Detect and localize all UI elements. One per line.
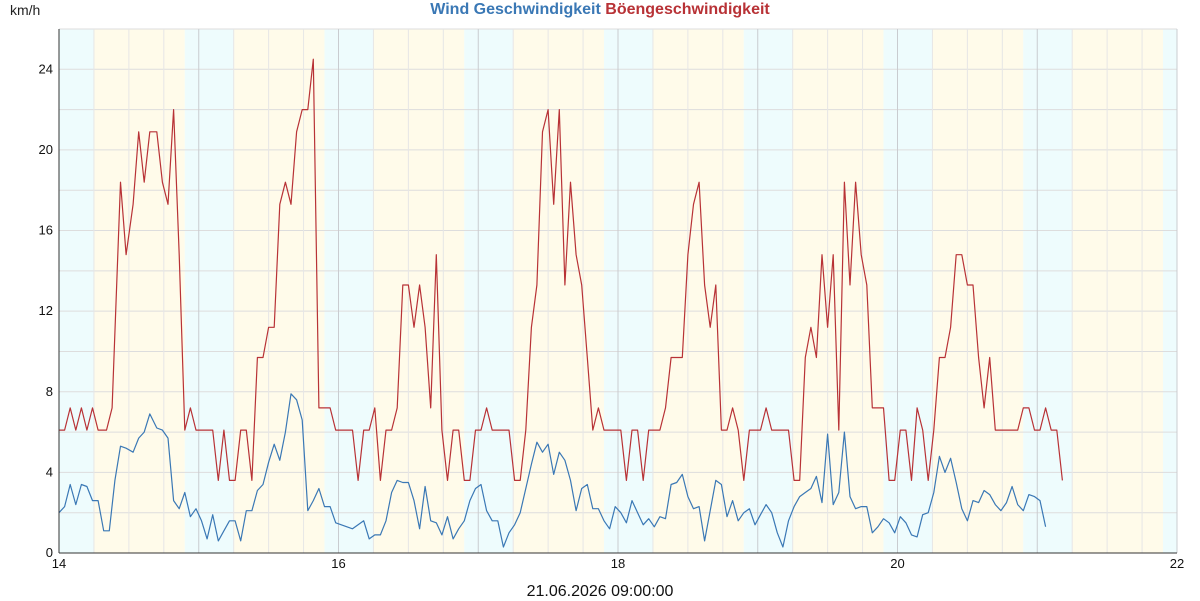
grid-lines [58, 28, 1178, 554]
band-day-3 [233, 29, 325, 553]
band-twilight-6 [464, 29, 514, 553]
band-day-13 [932, 29, 1024, 553]
series-line-wind [58, 393, 1047, 548]
band-twilight-2 [184, 29, 234, 553]
y-tick-label: 20 [39, 142, 53, 157]
x-tick-label: 16 [331, 556, 345, 571]
band-day-1 [93, 29, 185, 553]
y-tick-label: 24 [39, 61, 53, 76]
y-tick-label: 8 [46, 384, 53, 399]
band-day-9 [652, 29, 744, 553]
band-day-15 [1072, 29, 1164, 553]
y-tick-label: 16 [39, 223, 53, 238]
timestamp-footer: 21.06.2026 09:00:00 [526, 583, 674, 600]
band-day-11 [792, 29, 884, 553]
band-day-7 [513, 29, 605, 553]
band-twilight-0 [59, 29, 94, 553]
title-gust: Böengeschwindigkeit [605, 1, 770, 18]
series-layer [58, 58, 1063, 548]
x-tick-label: 18 [611, 556, 625, 571]
y-tick-label: 4 [46, 464, 53, 479]
x-tick-label: 14 [52, 556, 66, 571]
title-wind: Wind Geschwindigkeit [430, 1, 601, 18]
y-tick-label: 12 [39, 303, 53, 318]
band-twilight-12 [883, 29, 933, 553]
x-tick-label: 22 [1170, 556, 1184, 571]
y-unit-label: km/h [10, 2, 41, 18]
band-twilight-10 [743, 29, 793, 553]
series-line-gust [59, 58, 1063, 481]
chart-title: Wind Geschwindigkeit Böengeschwindigkeit [0, 1, 1200, 19]
band-twilight-14 [1023, 29, 1073, 553]
y-tick-label: 0 [46, 545, 53, 560]
axes: 0 4 8 12 16 20 24 14 16 18 20 22 [39, 29, 1184, 571]
band-twilight-16 [1163, 29, 1177, 553]
band-twilight-4 [324, 29, 374, 553]
x-tick-label: 20 [890, 556, 904, 571]
band-twilight-8 [604, 29, 653, 553]
